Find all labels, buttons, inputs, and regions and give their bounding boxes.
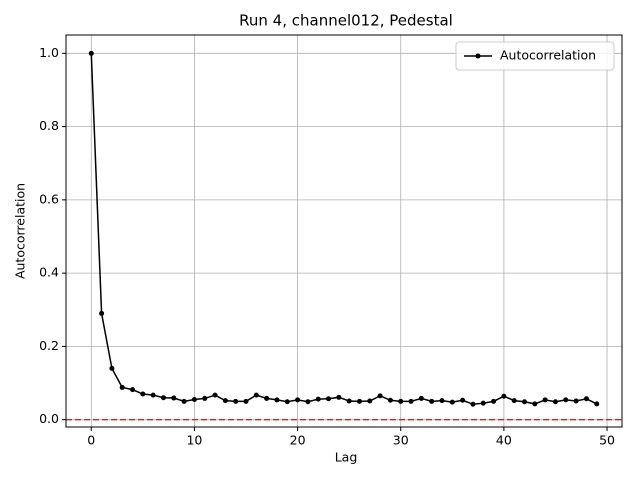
point: [222, 398, 228, 404]
legend-box: [455, 41, 615, 71]
point: [470, 401, 476, 407]
point: [377, 393, 383, 399]
point: [408, 398, 414, 404]
y-tick-label: 1.0: [39, 45, 59, 60]
point: [243, 398, 249, 404]
y-tick-label: 0.2: [39, 338, 59, 353]
point: [532, 401, 538, 407]
point: [253, 392, 259, 398]
point: [202, 395, 208, 401]
point: [346, 398, 352, 404]
x-axis-label: Lag: [335, 450, 358, 465]
point: [583, 396, 589, 402]
point: [119, 384, 125, 390]
point: [367, 398, 373, 404]
point: [356, 398, 362, 404]
point: [109, 365, 115, 371]
legend-label: Autocorrelation: [500, 48, 596, 63]
point: [480, 400, 486, 406]
x-tick-label: 20: [290, 433, 306, 448]
point: [326, 396, 332, 402]
y-tick-label: 0.0: [39, 411, 59, 426]
chart-title: Run 4, channel012, Pedestal: [239, 12, 453, 30]
point: [429, 398, 435, 404]
point: [160, 395, 166, 401]
point: [336, 394, 342, 400]
point: [191, 397, 197, 403]
point: [284, 399, 290, 405]
point: [511, 398, 517, 404]
point: [501, 393, 507, 399]
point: [295, 397, 301, 403]
legend-marker: [475, 53, 481, 59]
x-tick-label: 50: [599, 433, 615, 448]
x-tick-label: 10: [186, 433, 202, 448]
y-tick-label: 0.8: [39, 118, 59, 133]
y-axis-label: Autocorrelation: [13, 183, 28, 279]
point: [264, 395, 270, 401]
point: [212, 392, 218, 398]
point: [181, 398, 187, 404]
point: [573, 398, 579, 404]
point: [542, 397, 548, 403]
point: [449, 399, 455, 405]
point: [460, 397, 466, 403]
point: [315, 396, 321, 402]
point: [99, 310, 105, 316]
point: [150, 392, 156, 398]
x-tick-label: 40: [496, 433, 512, 448]
point: [274, 397, 280, 403]
point: [88, 50, 94, 56]
point: [491, 398, 497, 404]
plot-frame: [65, 34, 623, 428]
point: [439, 398, 445, 404]
point: [418, 395, 424, 401]
x-tick-label: 30: [393, 433, 409, 448]
point: [398, 398, 404, 404]
point: [522, 399, 528, 405]
point: [171, 395, 177, 401]
y-tick-label: 0.6: [39, 191, 59, 206]
y-tick-label: 0.4: [39, 265, 59, 280]
point: [130, 387, 136, 393]
point: [594, 401, 600, 407]
point: [305, 399, 311, 405]
point: [552, 399, 558, 405]
point: [140, 391, 146, 397]
x-tick-label: 0: [87, 433, 95, 448]
point: [387, 397, 393, 403]
point: [563, 397, 569, 403]
point: [233, 398, 239, 404]
